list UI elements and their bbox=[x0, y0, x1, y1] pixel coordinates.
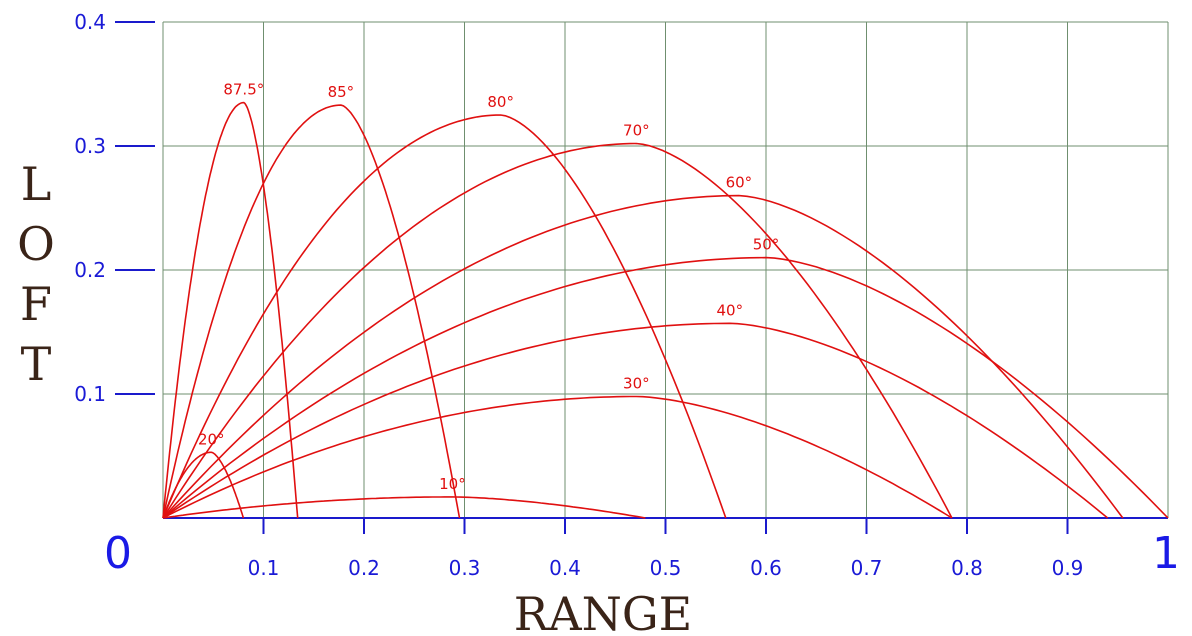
x-tick-label: 0.5 bbox=[650, 556, 682, 580]
x-tick-label: 0.7 bbox=[851, 556, 883, 580]
y-tick-label: 0.4 bbox=[74, 10, 106, 34]
angle-label: 87.5° bbox=[223, 81, 264, 99]
y-tick-label: 0.1 bbox=[74, 382, 106, 406]
x-tick-label: 1 bbox=[1152, 528, 1180, 579]
angle-label: 85° bbox=[328, 83, 355, 101]
trajectory-curves bbox=[162, 101, 1169, 519]
angle-label: 60° bbox=[726, 174, 753, 192]
grid bbox=[162, 21, 1169, 519]
angle-label: 10° bbox=[439, 475, 466, 493]
x-tick-label: 0.1 bbox=[248, 556, 280, 580]
angle-label: 70° bbox=[623, 122, 650, 140]
y-axis-label-letter: L bbox=[21, 157, 52, 211]
trajectory-curve bbox=[162, 451, 245, 519]
trajectory-curve bbox=[162, 104, 461, 519]
x-tick-label: 0.4 bbox=[549, 556, 581, 580]
y-tick-label: 0.3 bbox=[74, 134, 106, 158]
x-tick-label: 0.9 bbox=[1052, 556, 1084, 580]
trajectory-curve bbox=[162, 496, 646, 519]
trajectory-curve bbox=[162, 142, 953, 519]
x-tick-label: 0.3 bbox=[449, 556, 481, 580]
angle-labels: 87.5° 85° 80° 70° 60° 50° 40° 30° 20° 10° bbox=[198, 81, 779, 493]
y-tick-label: 0.2 bbox=[74, 258, 106, 282]
trajectory-curve bbox=[162, 194, 1124, 519]
angle-label: 30° bbox=[623, 374, 650, 392]
angle-label: 50° bbox=[753, 236, 780, 254]
x-axis-label: RANGE bbox=[514, 587, 692, 636]
y-axis-label-letter: O bbox=[17, 217, 55, 271]
x-tick-label: 0.2 bbox=[348, 556, 380, 580]
angle-label: 20° bbox=[198, 430, 225, 448]
trajectory-curve bbox=[162, 322, 1109, 519]
axes bbox=[115, 21, 1168, 534]
trajectory-curve bbox=[162, 114, 727, 519]
angle-label: 40° bbox=[717, 301, 744, 319]
trajectory-curve bbox=[162, 256, 1169, 519]
x-tick-label: 0.8 bbox=[951, 556, 983, 580]
y-axis-label-letter: F bbox=[20, 277, 52, 331]
y-tick-labels: 0.1 0.2 0.3 0.4 bbox=[74, 10, 106, 406]
x-tick-label: 0 bbox=[104, 528, 132, 579]
trajectory-curve bbox=[162, 101, 299, 519]
angle-label: 80° bbox=[487, 93, 514, 111]
trajectory-curve bbox=[162, 395, 953, 519]
x-tick-label: 0.6 bbox=[750, 556, 782, 580]
y-axis-label-letter: T bbox=[21, 337, 52, 391]
x-tick-labels: 0 0.1 0.2 0.3 0.4 0.5 0.6 0.7 0.8 0.9 1 bbox=[104, 528, 1180, 580]
